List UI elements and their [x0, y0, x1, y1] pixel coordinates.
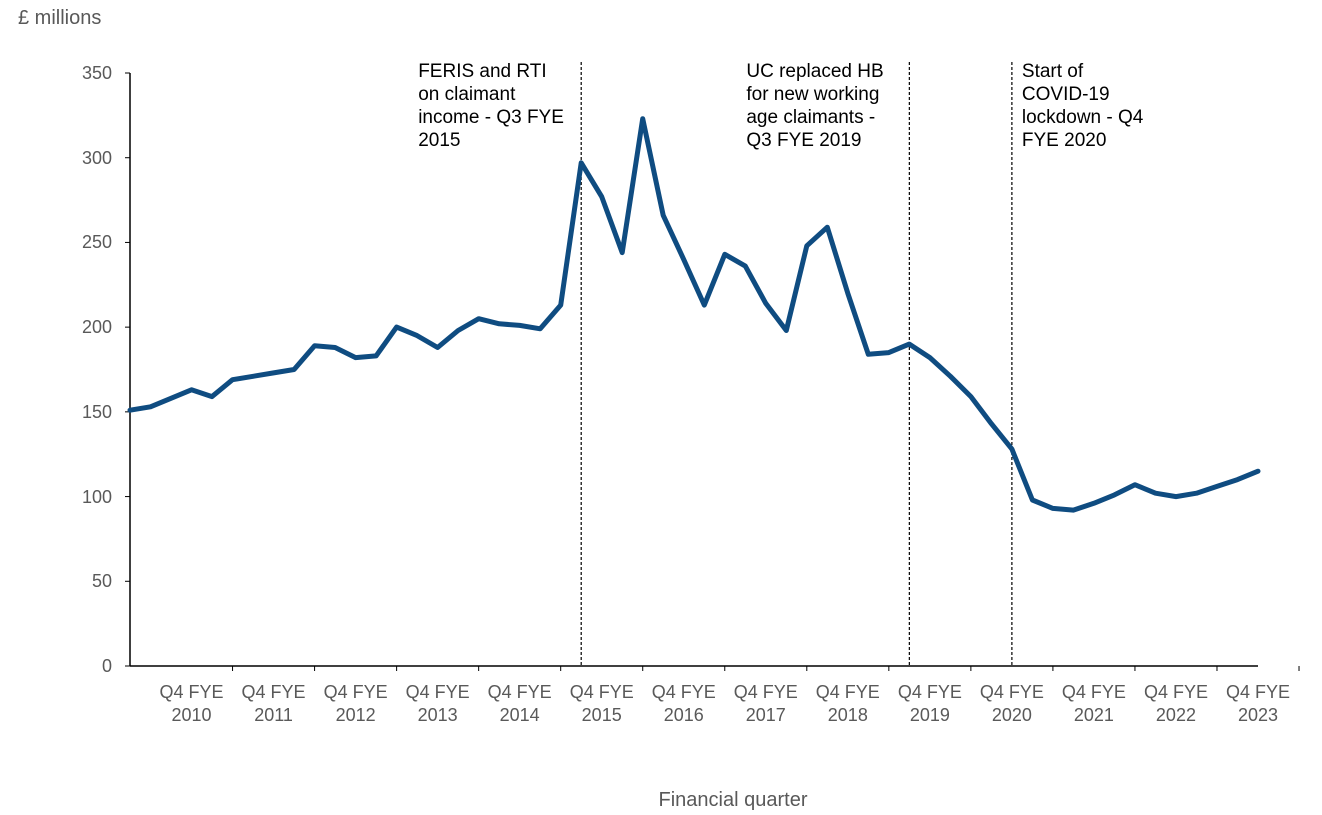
x-tick-label: Q4 FYE 2018 — [815, 682, 880, 725]
y-tick-label: 300 — [81, 147, 112, 168]
x-axis-title: Financial quarter — [658, 789, 808, 811]
x-tick-label: Q4 FYE 2014 — [487, 682, 552, 725]
x-tick-label: Q4 FYE 2020 — [979, 682, 1044, 725]
annotation-text: UC replaced HB for new working age claim… — [746, 61, 884, 151]
y-tick-label: 100 — [81, 486, 112, 507]
x-tick-label: Q4 FYE 2013 — [405, 682, 470, 725]
x-tick-label: Q4 FYE 2010 — [159, 682, 224, 725]
x-tick-label: Q4 FYE 2012 — [323, 682, 388, 725]
y-axis-title: £ millions — [18, 7, 102, 29]
x-tick-label: Q4 FYE 2015 — [569, 682, 634, 725]
y-tick-label: 50 — [91, 571, 112, 592]
y-tick-label: 200 — [81, 317, 112, 338]
x-tick-label: Q4 FYE 2021 — [1061, 682, 1126, 725]
y-tick-label: 150 — [81, 401, 112, 422]
x-tick-label: Q4 FYE 2016 — [651, 682, 716, 725]
data-line — [127, 116, 1261, 513]
y-tick-label: 0 — [101, 656, 112, 676]
x-tick-label: Q4 FYE 2022 — [1143, 682, 1208, 725]
x-tick-label: Q4 FYE 2017 — [733, 682, 798, 725]
x-tick-label: Q4 FYE 2011 — [241, 682, 306, 725]
annotation-text: Start of COVID-19 lockdown - Q4 FYE 2020 — [1021, 61, 1144, 151]
x-tick-label: Q4 FYE 2023 — [1225, 682, 1291, 725]
annotation-text: FERIS and RTI on claimant income - Q3 FY… — [418, 61, 564, 151]
x-tick-label: Q4 FYE 2019 — [897, 682, 962, 725]
y-tick-label: 350 — [81, 63, 112, 83]
y-tick-label: 250 — [81, 232, 112, 253]
